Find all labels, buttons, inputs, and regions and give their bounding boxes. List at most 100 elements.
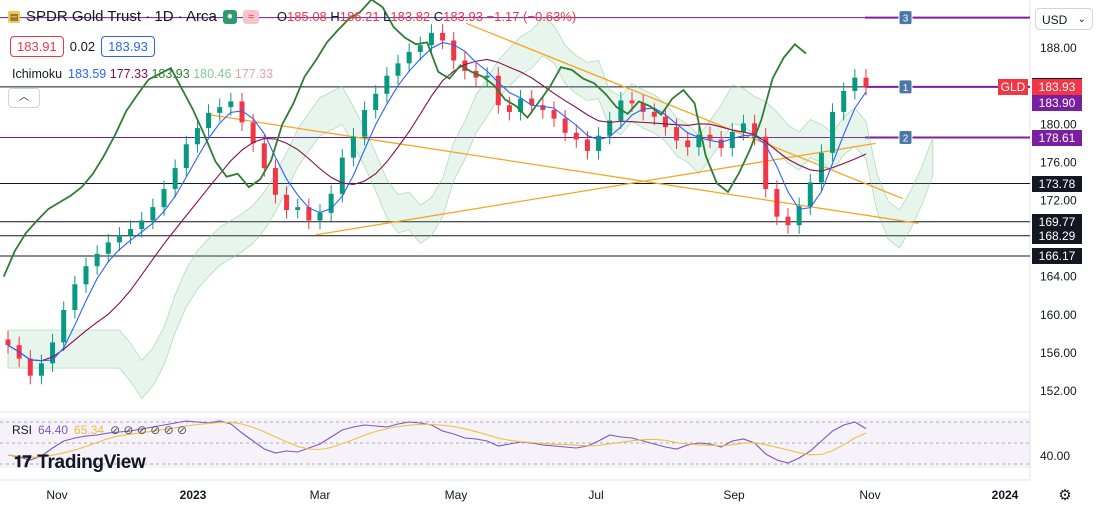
currency-select[interactable]: USD ⌄ (1035, 8, 1093, 30)
level-marker-box (898, 130, 913, 146)
ichimoku-conversion-line (7, 42, 867, 362)
level-marker-number: 1 (903, 83, 909, 94)
candle-body (350, 136, 356, 158)
candle-body (272, 168, 278, 195)
rsi-label: RSI (12, 423, 33, 437)
candle-body (250, 122, 256, 144)
price-label: 169.77 (1032, 213, 1082, 230)
ohlc-value: 183.93 (443, 9, 487, 24)
candle-body (796, 206, 802, 226)
candle-body (83, 266, 89, 285)
candle-body (729, 131, 735, 149)
ichimoku-legend[interactable]: Ichimoku 183.59 177.33 183.93 180.46 177… (12, 67, 273, 81)
price-label: 168.29 (1032, 227, 1082, 244)
ohlc-value: 183.82 (390, 9, 434, 24)
ichimoku-base-line (7, 58, 867, 362)
candle-body (506, 105, 512, 112)
tradingview-logo[interactable]: 𝟏𝟕 TradingView (14, 452, 146, 474)
eye-icon[interactable]: ● (222, 9, 237, 24)
ohlc-value: −1.17 (−0.63%) (486, 9, 577, 24)
time-tick-label: Jul (588, 488, 603, 502)
symbol-title[interactable]: SPDR Gold Trust · 1D · Arca (26, 8, 217, 25)
candle-body (339, 157, 345, 194)
spread-value: 0.02 (69, 39, 96, 54)
candle-body (651, 111, 657, 117)
candle-body (774, 189, 780, 217)
candle-body (518, 98, 524, 112)
rsi-value: 64.40 (38, 423, 69, 437)
sell-price-button[interactable]: 183.91 (10, 36, 64, 57)
candle-body (662, 116, 668, 128)
candle-body (551, 110, 557, 119)
price-tick-label: 188.00 (1040, 41, 1077, 55)
candle-body (328, 193, 334, 213)
candle-body (116, 235, 122, 243)
candle-body (373, 93, 379, 110)
candle-body (863, 77, 869, 87)
chevron-down-icon: ⌄ (1077, 14, 1086, 25)
ohlc-key: L (383, 9, 391, 24)
ohlc-key: O (276, 9, 288, 24)
candle-body (417, 45, 423, 52)
candle-body (105, 242, 111, 254)
time-tick-label: May (445, 488, 468, 502)
price-tick-label: 156.00 (1040, 346, 1077, 360)
trendline (316, 142, 876, 236)
candle-body (128, 229, 134, 236)
candle-body (61, 310, 67, 343)
tradingview-logo-text: TradingView (37, 452, 146, 473)
candle-body (228, 101, 234, 108)
price-label: 178.61 (1032, 129, 1082, 146)
time-tick-label: 2024 (992, 488, 1019, 502)
settings-gear-icon[interactable]: ⚙ (1058, 487, 1072, 504)
candle-body (183, 144, 189, 169)
ichimoku-value: 180.46 (193, 67, 235, 81)
candle-body (484, 75, 490, 78)
candle-body (139, 220, 145, 230)
level-marker-number: 3 (903, 14, 909, 25)
tradingview-logo-icon: 𝟏𝟕 (14, 454, 32, 471)
ichimoku-cloud (7, 17, 934, 400)
ohlc-value: 185.08 (287, 9, 331, 24)
candle-body (640, 103, 646, 112)
level-marker-number: 2 (903, 134, 909, 145)
candle-body (27, 358, 33, 376)
price-label: 166.17 (1032, 248, 1082, 264)
candle-body (384, 75, 390, 94)
quote-row: 183.91 0.02 183.93 (10, 36, 155, 57)
rsi-tick-label: 40.00 (1040, 449, 1070, 463)
time-tick-label: 2023 (180, 488, 207, 502)
ichimoku-value: 177.33 (109, 67, 152, 81)
price-tick-label: 164.00 (1040, 270, 1077, 284)
candle-body (674, 127, 680, 141)
buy-price-button[interactable]: 183.93 (101, 36, 155, 57)
collapse-indicators-button[interactable]: ︿ (8, 88, 40, 108)
ichimoku-value: 177.33 (234, 67, 274, 81)
price-tick-label: 176.00 (1040, 155, 1077, 169)
candle-body (38, 363, 44, 376)
candle-body (150, 207, 156, 221)
candle-body (562, 118, 568, 133)
candle-body (172, 168, 178, 190)
ticker-label: GLD (998, 78, 1028, 95)
candle-body (440, 32, 446, 41)
candle-body (317, 212, 323, 221)
candle-body (406, 51, 412, 64)
wave-icon[interactable]: ≈ (242, 9, 259, 24)
ichimoku-value: 183.93 (151, 67, 194, 81)
ichimoku-values: 183.59 177.33 183.93 180.46 177.33 (68, 67, 273, 81)
candle-body (306, 207, 312, 221)
rsi-legend[interactable]: RSI 64.40 65.34 ⊘ ⊘ ⊘ ⊘ ⊘ ⊘ (12, 423, 187, 437)
candle-body (573, 132, 579, 140)
symbol-flag-icon: ▤ (8, 10, 20, 23)
price-tick-label: 160.00 (1040, 308, 1077, 322)
candle-body (707, 134, 713, 140)
candle-body (584, 139, 590, 151)
candle-body (462, 60, 468, 71)
level-marker-box (898, 79, 913, 95)
candle-body (785, 216, 791, 226)
candle-body (94, 253, 100, 267)
candle-body (50, 342, 56, 364)
candle-body (395, 63, 401, 76)
